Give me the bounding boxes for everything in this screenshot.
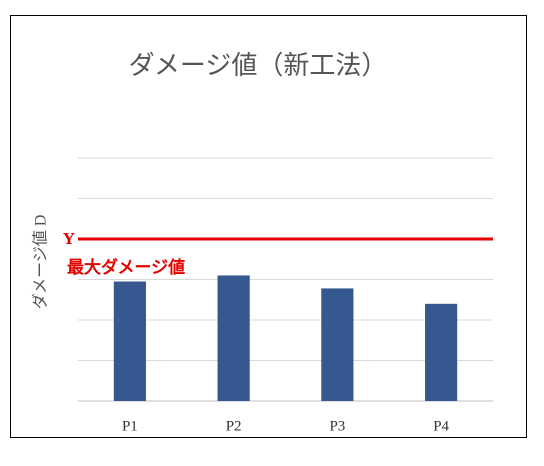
- bar: [113, 281, 146, 401]
- reference-description: 最大ダメージ値: [67, 257, 185, 277]
- bar: [321, 288, 354, 401]
- x-tick-label: P1: [122, 418, 138, 434]
- x-tick-label: P4: [433, 418, 449, 434]
- reference-label: Y: [63, 229, 75, 248]
- bar: [425, 303, 458, 401]
- x-tick-label: P3: [329, 418, 345, 434]
- x-tick-label: P2: [226, 418, 242, 434]
- y-axis-label: ダメージ値 D: [32, 215, 50, 310]
- chart-title: ダメージ値（新工法）: [129, 51, 388, 80]
- bar: [217, 275, 250, 401]
